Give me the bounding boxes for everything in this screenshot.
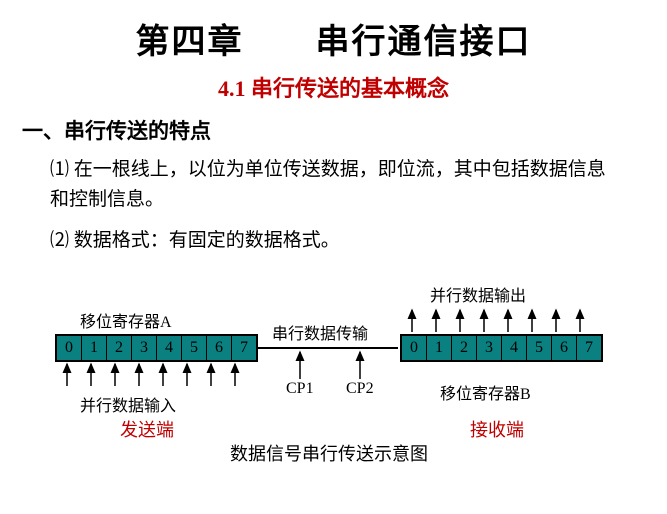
sender-label: 发送端	[120, 416, 174, 442]
register-cell: 5	[182, 336, 207, 360]
register-cell: 0	[402, 336, 427, 360]
paragraph-2: ⑵ 数据格式：有固定的数据格式。	[50, 226, 617, 256]
diagram-caption: 数据信号串行传送示意图	[230, 440, 428, 466]
section-number-title: 4.1 串行传送的基本概念	[0, 71, 667, 103]
parallel-input-label: 并行数据输入	[80, 392, 176, 416]
chapter-title: 第四章 串行通信接口	[0, 14, 667, 63]
serial-transfer-label: 串行数据传输	[272, 320, 368, 344]
register-cell: 2	[452, 336, 477, 360]
shift-register-b: 01234567	[400, 334, 603, 362]
serial-transmission-diagram: 01234567 01234567 移位寄存器A 并行数据输出 串行数据传输 C…	[0, 264, 667, 454]
register-a-label: 移位寄存器A	[80, 308, 172, 332]
register-cell: 6	[207, 336, 232, 360]
parallel-output-arrows	[412, 310, 580, 332]
register-cell: 3	[132, 336, 157, 360]
shift-register-a: 01234567	[55, 334, 258, 362]
register-cell: 1	[427, 336, 452, 360]
register-cell: 4	[157, 336, 182, 360]
register-b-label: 移位寄存器B	[440, 380, 531, 404]
cp2-label: CP2	[346, 380, 374, 398]
register-cell: 7	[232, 336, 256, 360]
receiver-label: 接收端	[470, 416, 524, 442]
parallel-input-arrows	[67, 364, 235, 386]
parallel-output-label: 并行数据输出	[430, 282, 526, 306]
section-heading: 一、串行传送的特点	[22, 115, 667, 145]
register-cell: 4	[502, 336, 527, 360]
register-cell: 5	[527, 336, 552, 360]
register-cell: 6	[552, 336, 577, 360]
register-cell: 3	[477, 336, 502, 360]
paragraph-1: ⑴ 在一根线上，以位为单位传送数据，即位流，其中包括数据信息和控制信息。	[50, 155, 617, 216]
cp1-label: CP1	[286, 380, 314, 398]
register-cell: 7	[577, 336, 601, 360]
register-cell: 2	[107, 336, 132, 360]
register-cell: 0	[57, 336, 82, 360]
register-cell: 1	[82, 336, 107, 360]
